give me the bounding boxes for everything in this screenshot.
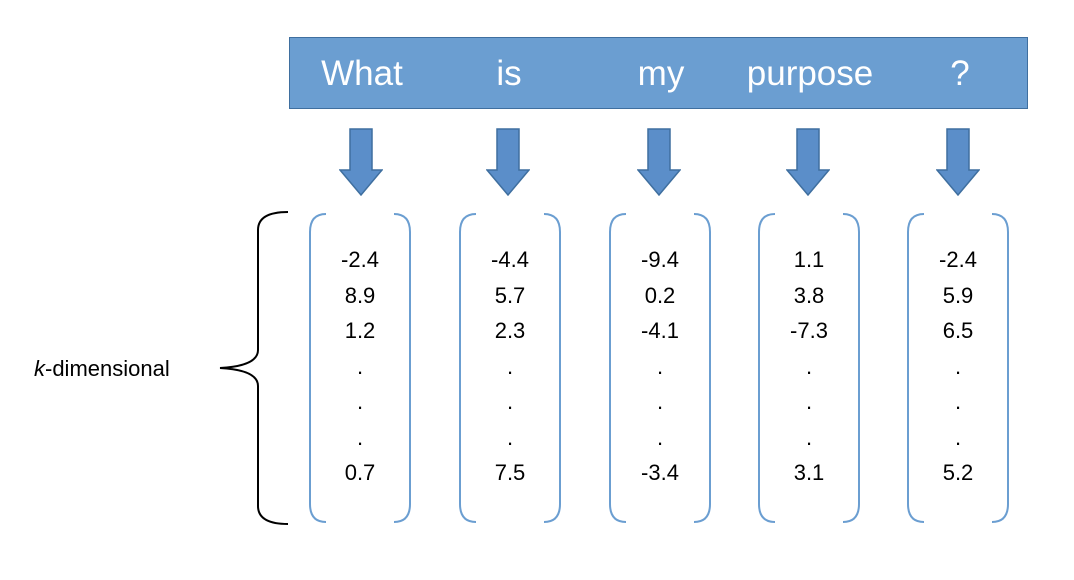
embedding-vector: -2.4 8.9 1.2 . . . 0.7 <box>308 212 412 524</box>
vector-ellipsis: . <box>356 424 364 450</box>
vector-value: 7.5 <box>494 460 526 485</box>
embedding-vector: -2.4 5.9 6.5 . . . 5.2 <box>906 212 1010 524</box>
vector-value: 1.1 <box>793 247 825 272</box>
vector-value: 3.8 <box>793 282 825 308</box>
vector-ellipsis: . <box>506 389 514 414</box>
vector-value: -2.4 <box>341 247 379 272</box>
dimension-suffix: -dimensional <box>45 356 170 381</box>
vector-value: 3.1 <box>793 460 825 485</box>
dimension-k: k <box>34 356 45 381</box>
vector-bracket <box>309 213 411 523</box>
vector-value: -4.1 <box>641 318 679 343</box>
vector-value: -7.3 <box>790 318 828 343</box>
vector-bracket <box>758 213 860 523</box>
vector-value: 5.7 <box>494 282 526 308</box>
vector-value: -3.4 <box>641 460 679 485</box>
vector-value: -4.4 <box>491 247 529 272</box>
vector-ellipsis: . <box>656 389 664 414</box>
vector-bracket <box>907 213 1009 523</box>
sentence-bar: What is my purpose ? <box>289 37 1028 109</box>
vector-ellipsis: . <box>506 353 514 379</box>
vector-value: 1.2 <box>344 318 376 343</box>
vector-ellipsis: . <box>506 424 514 450</box>
token-is: is <box>496 54 522 93</box>
vector-ellipsis: . <box>805 424 813 450</box>
token-my: my <box>637 54 685 93</box>
vector-value: -9.4 <box>641 247 679 272</box>
token-purpose: purpose <box>746 54 874 93</box>
vector-ellipsis: . <box>656 424 664 450</box>
vector-bracket <box>609 213 711 523</box>
embedding-vector: 1.1 3.8 -7.3 . . . 3.1 <box>757 212 861 524</box>
vector-ellipsis: . <box>805 353 813 379</box>
vector-value: 8.9 <box>344 282 376 308</box>
down-arrow-icon <box>339 128 383 196</box>
vector-value: -2.4 <box>939 247 977 272</box>
vector-ellipsis: . <box>954 353 962 379</box>
dimension-label: k-dimensional <box>34 352 170 386</box>
down-arrow-icon <box>936 128 980 196</box>
vector-ellipsis: . <box>356 353 364 379</box>
down-arrow-icon <box>637 128 681 196</box>
vector-ellipsis: . <box>356 389 364 414</box>
vector-value: 0.7 <box>344 460 376 485</box>
vector-value: 5.9 <box>942 282 974 308</box>
token-what: What <box>321 54 403 93</box>
vector-value: 0.2 <box>644 282 676 308</box>
token-question-mark: ? <box>950 54 970 93</box>
embedding-vector: -4.4 5.7 2.3 . . . 7.5 <box>458 212 562 524</box>
down-arrow-icon <box>786 128 830 196</box>
vector-bracket <box>459 213 561 523</box>
vector-ellipsis: . <box>954 424 962 450</box>
curly-brace-icon <box>219 211 289 525</box>
vector-ellipsis: . <box>656 353 664 379</box>
vector-value: 6.5 <box>942 318 974 343</box>
vector-ellipsis: . <box>954 389 962 414</box>
vector-ellipsis: . <box>805 389 813 414</box>
vector-value: 5.2 <box>942 460 974 485</box>
down-arrow-icon <box>486 128 530 196</box>
vector-value: 2.3 <box>494 318 526 343</box>
embedding-vector: -9.4 0.2 -4.1 . . . -3.4 <box>608 212 712 524</box>
